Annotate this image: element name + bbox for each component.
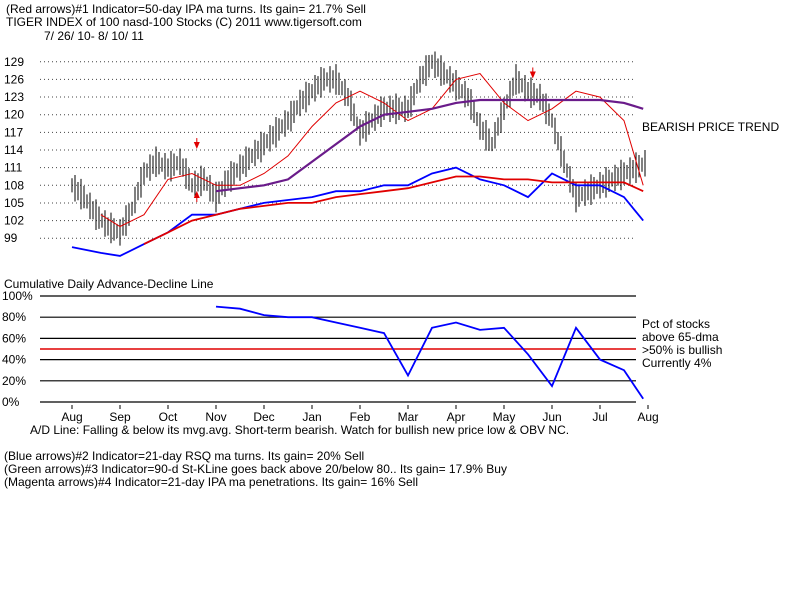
pct-tick-label: 100% [2, 289, 33, 303]
buy-arrow-icon [193, 191, 200, 199]
pct-tick-label: 80% [2, 310, 26, 324]
ma_long-line [215, 98, 644, 193]
month-label: Feb [350, 410, 371, 424]
price-series-group [71, 51, 646, 257]
month-label: Mar [398, 410, 419, 424]
price-tick-label: 123 [4, 90, 24, 104]
month-label: Oct [159, 410, 178, 424]
header-line-1: (Red arrows)#1 Indicator=50-day IPA ma t… [6, 2, 366, 16]
chart-title: TIGER INDEX of 100 nasd-100 Stocks (C) 2… [6, 15, 362, 29]
price-tick-label: 120 [4, 108, 24, 122]
sell-arrow-icon [529, 71, 536, 79]
ad-line-note: A/D Line: Falling & below its mvg.avg. S… [30, 423, 570, 437]
ad-line-title: Cumulative Daily Advance-Decline Line [4, 277, 214, 291]
price-tick-label: 111 [4, 161, 23, 175]
pct-label-1: Pct of stocks [642, 317, 711, 331]
month-axis: Aug Sep Oct Nov Dec Jan Feb Mar Apr May Jun Jul Aug [61, 405, 659, 424]
pct-tick-label: 40% [2, 353, 26, 367]
price-tick-label: 99 [4, 231, 18, 245]
price-tick-label: 102 [4, 214, 24, 228]
pct-tick-label: 0% [2, 395, 20, 409]
footer-line-1: (Blue arrows)#2 Indicator=21-day RSQ ma … [4, 449, 365, 463]
price-tick-label: 108 [4, 178, 24, 192]
month-label: Jan [302, 410, 321, 424]
pct-label-2: above 65-dma [642, 330, 719, 344]
footer-line-3: (Magenta arrows)#4 Indicator=21-day IPA … [4, 475, 419, 489]
month-label: Nov [205, 410, 226, 424]
pct-tick-label: 60% [2, 331, 26, 345]
pct-series-group [215, 305, 644, 400]
blue_line-line [71, 166, 644, 257]
month-label: Jul [592, 410, 607, 424]
pct-axis-labels: 0% 20% 40% 60% 80% 100% [2, 289, 33, 409]
trend-label: BEARISH PRICE TREND [642, 120, 780, 134]
pct_line-line [215, 305, 644, 400]
price-tick-label: 126 [4, 72, 24, 86]
signal-arrows [193, 67, 536, 203]
price-tick-label: 117 [4, 125, 23, 139]
price-gridlines [40, 61, 636, 239]
price-tick-label: 105 [4, 196, 24, 210]
month-label: Dec [253, 410, 274, 424]
month-label: Aug [637, 410, 658, 424]
footer-line-2: (Green arrows)#3 Indicator=90-d St-KLine… [4, 462, 507, 476]
date-range: 7/ 26/ 10- 8/ 10/ 11 [44, 29, 144, 43]
price-tick-label: 129 [4, 55, 24, 69]
sell-arrow-icon [193, 142, 200, 150]
month-label: Sep [109, 410, 131, 424]
month-label: Jun [542, 410, 561, 424]
pct-label-3: >50% is bullish [642, 343, 723, 357]
price-axis-labels: 99 102 105 108 111 114 117 120 123 126 129 [4, 55, 24, 245]
month-label: Aug [61, 410, 82, 424]
month-label: Apr [447, 410, 466, 424]
price-tick-label: 114 [4, 143, 23, 157]
red_line-line [143, 175, 644, 245]
pct-label-4: Currently 4% [642, 356, 712, 370]
month-label: May [493, 410, 516, 424]
pct-tick-label: 20% [2, 374, 26, 388]
ma_short-line [100, 72, 644, 228]
pct-gridlines [40, 295, 636, 403]
